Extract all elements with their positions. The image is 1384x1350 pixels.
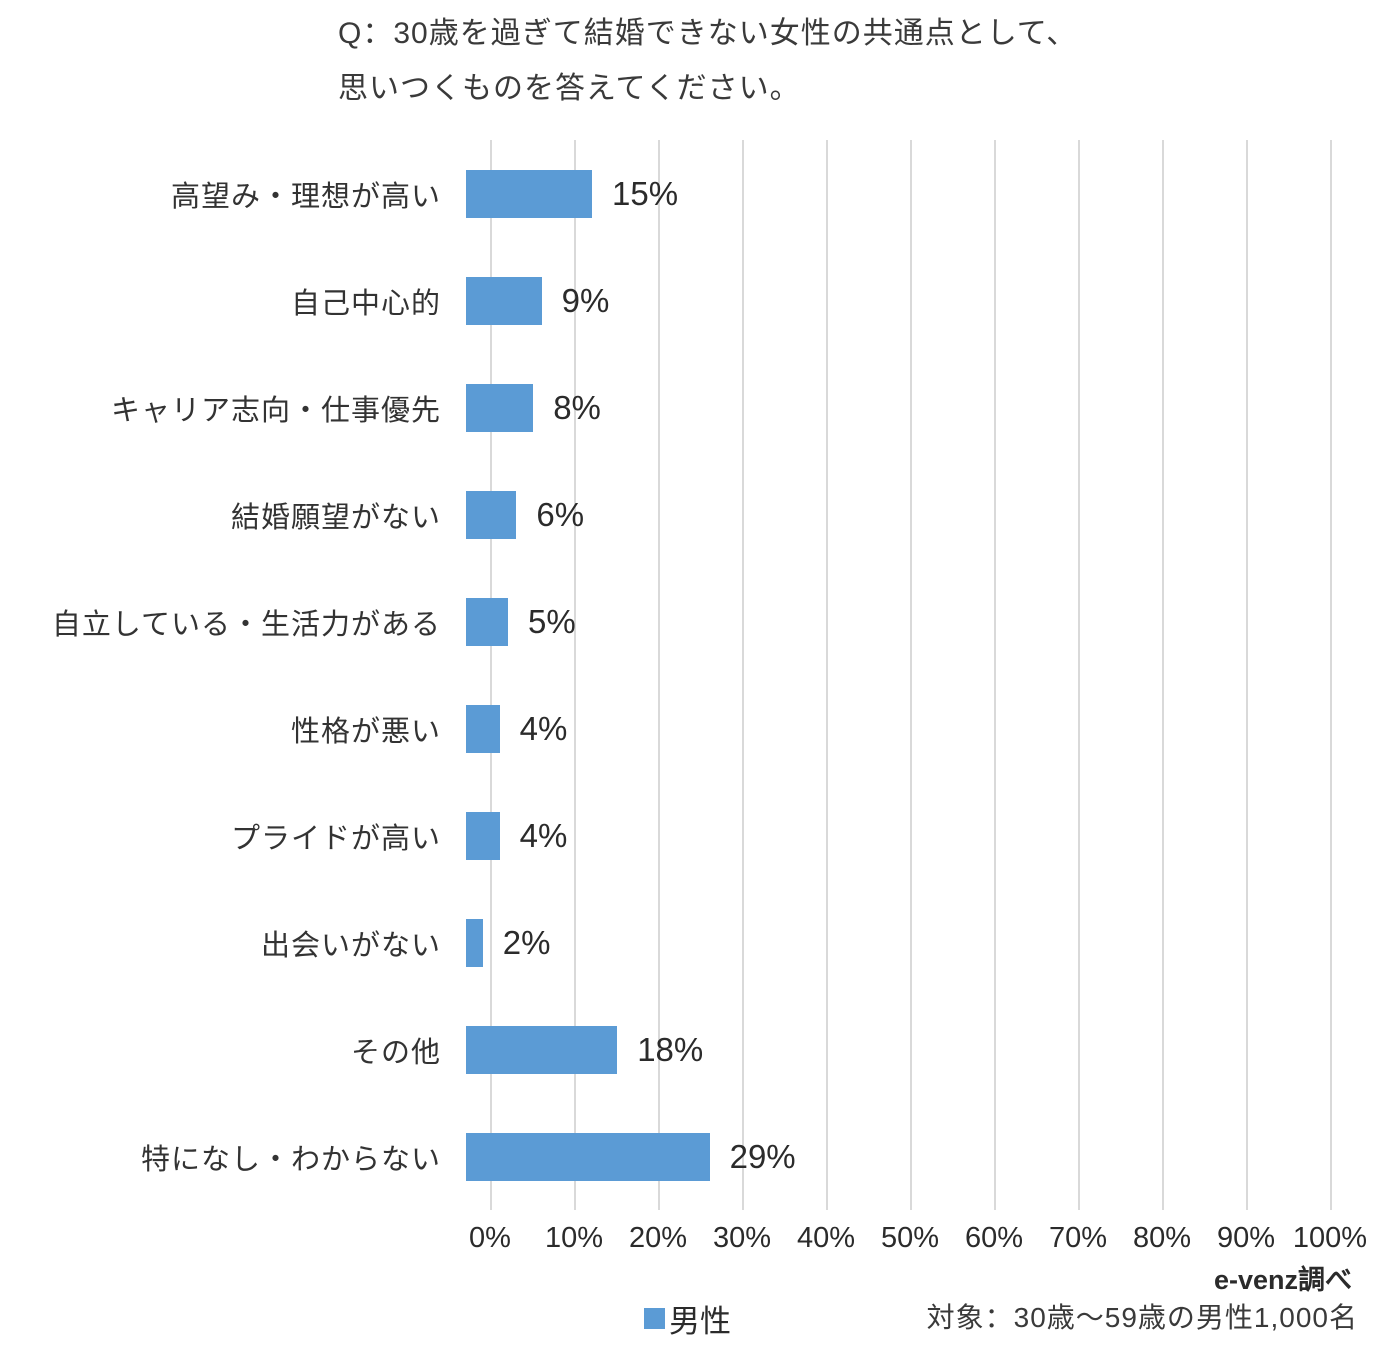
x-tick-label: 0%	[469, 1222, 511, 1254]
value-label: 8%	[553, 388, 601, 426]
gridline	[994, 140, 996, 1210]
category-label: 結婚願望がない	[230, 501, 441, 534]
gridline	[1162, 140, 1164, 1210]
x-tick-label: 70%	[1048, 1222, 1108, 1254]
gridline	[490, 140, 492, 1210]
bar	[466, 383, 534, 432]
category-label: その他	[350, 1036, 441, 1069]
value-label: 6%	[536, 495, 585, 533]
chart-title: Q：30歳を過ぎて結婚できない女性の共通点として、 思いつくものを答えてください…	[338, 6, 1077, 116]
gridline	[826, 140, 828, 1210]
bar-row: その他 18%	[0, 996, 1384, 1103]
bar	[466, 276, 542, 325]
gridline	[574, 140, 576, 1210]
category-label: 自己中心的	[290, 287, 441, 320]
bar	[466, 918, 483, 967]
x-tick-label: 50%	[880, 1222, 940, 1254]
bar-row: プライドが高い 4%	[0, 782, 1384, 889]
x-tick-label: 80%	[1132, 1222, 1192, 1254]
x-tick-label: 30%	[712, 1222, 772, 1254]
category-label: 性格が悪い	[290, 715, 441, 748]
gridline	[658, 140, 660, 1210]
gridline	[910, 140, 912, 1210]
bar	[466, 1025, 618, 1074]
gridline	[1078, 140, 1080, 1210]
category-label: 自立している・生活力がある	[51, 608, 441, 641]
chart-title-line1: Q：30歳を過ぎて結婚できない女性の共通点として、	[338, 17, 1078, 50]
x-tick-label: 90%	[1216, 1222, 1276, 1254]
chart-title-line2: 思いつくものを答えてください。	[338, 72, 801, 105]
legend-swatch-male	[644, 1308, 665, 1329]
source-label: e-venz調べ	[1213, 1265, 1352, 1295]
bar-rows: 高望み・理想が高い 15% 自己中心的 9% キャリア志向・仕事優先 8% 結婚願望がない 6…	[0, 140, 1384, 1210]
value-label: 18%	[637, 1030, 704, 1068]
bar	[466, 1132, 710, 1181]
x-tick-label: 20%	[628, 1222, 688, 1254]
bar	[466, 811, 500, 860]
bar	[466, 704, 500, 753]
bar-row: 結婚願望がない 6%	[0, 461, 1384, 568]
value-label: 2%	[502, 923, 551, 961]
sample-note: 対象：30歳〜59歳の男性1,000名	[926, 1302, 1358, 1333]
bar-row: 自立している・生活力がある 5%	[0, 568, 1384, 675]
category-label: 高望み・理想が高い	[170, 180, 441, 213]
legend: 男性	[644, 1296, 731, 1341]
gridline	[742, 140, 744, 1210]
bar-row: 性格が悪い 4%	[0, 675, 1384, 782]
category-label: プライドが高い	[230, 822, 441, 855]
value-label: 15%	[612, 174, 679, 212]
value-label: 4%	[519, 709, 568, 747]
gridline	[1246, 140, 1248, 1210]
x-tick-label: 60%	[964, 1222, 1024, 1254]
bar	[466, 169, 592, 218]
x-tick-label: 100%	[1292, 1222, 1368, 1254]
category-label: 特になし・わからない	[140, 1143, 441, 1176]
value-label: 9%	[561, 281, 610, 319]
x-tick-label: 10%	[544, 1222, 604, 1254]
legend-label-male: 男性	[669, 1304, 731, 1339]
value-label: 29%	[729, 1137, 796, 1175]
bar-row: 高望み・理想が高い 15%	[0, 140, 1384, 247]
value-label: 4%	[519, 816, 568, 854]
value-label: 5%	[528, 602, 576, 640]
gridlines	[490, 140, 1332, 1210]
x-tick-label: 40%	[796, 1222, 856, 1254]
bar	[466, 490, 517, 539]
bar	[466, 597, 508, 646]
category-label: 出会いがない	[260, 929, 441, 962]
bar-row: 特になし・わからない 29%	[0, 1103, 1384, 1210]
bar-row: 自己中心的 9%	[0, 247, 1384, 354]
category-label: キャリア志向・仕事優先	[110, 394, 441, 427]
plot-area: 高望み・理想が高い 15% 自己中心的 9% キャリア志向・仕事優先 8% 結婚願望がない 6…	[0, 140, 1384, 1210]
gridline	[1330, 140, 1332, 1210]
x-axis: 0% 10% 20% 30% 40% 50% 60% 70% 80% 90% 100%	[469, 1222, 1367, 1262]
bar-row: キャリア志向・仕事優先 8%	[0, 354, 1384, 461]
bar-row: 出会いがない 2%	[0, 889, 1384, 996]
